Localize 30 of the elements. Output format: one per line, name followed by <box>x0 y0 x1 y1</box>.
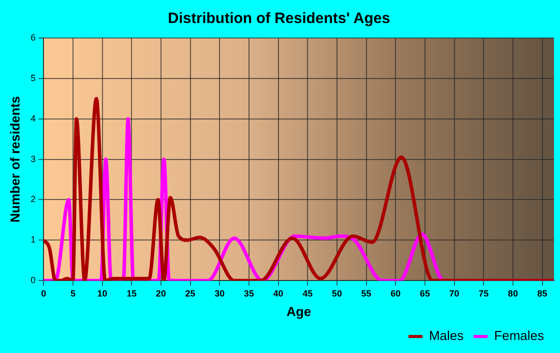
y-tick-label: 6 <box>30 32 36 42</box>
x-tick-label: 85 <box>537 288 548 298</box>
x-tick-label: 50 <box>332 288 342 298</box>
x-tick-label: 5 <box>70 288 76 298</box>
chart-title: Distribution of Residents' Ages <box>168 10 390 28</box>
y-tick-label: 2 <box>30 194 36 204</box>
y-tick-label: 0 <box>30 275 36 286</box>
y-tick-label: 4 <box>30 113 36 124</box>
x-tick-label: 75 <box>478 288 489 298</box>
x-tick-label: 45 <box>302 288 313 298</box>
x-tick-label: 60 <box>390 288 401 298</box>
legend-label: Females <box>494 328 544 344</box>
x-axis-title: Age <box>286 304 312 319</box>
y-tick-label: 5 <box>30 72 36 83</box>
legend-label: Males <box>428 328 464 344</box>
x-tick-label: 25 <box>185 288 196 298</box>
x-tick-label: 15 <box>126 288 137 298</box>
y-tick-label: 3 <box>30 154 36 164</box>
x-tick-label: 20 <box>156 288 166 298</box>
x-tick-label: 35 <box>244 288 254 298</box>
y-tick-label: 1 <box>30 234 36 245</box>
x-tick-label: 10 <box>97 288 108 298</box>
x-tick-label: 80 <box>508 288 518 298</box>
x-tick-label: 65 <box>420 288 430 298</box>
x-tick-label: 0 <box>41 288 46 298</box>
x-tick-label: 55 <box>361 288 372 298</box>
y-axis-title: Number of residents <box>7 96 22 223</box>
x-tick-label: 70 <box>449 288 460 298</box>
x-tick-label: 30 <box>214 288 225 298</box>
x-tick-label: 40 <box>273 288 284 298</box>
